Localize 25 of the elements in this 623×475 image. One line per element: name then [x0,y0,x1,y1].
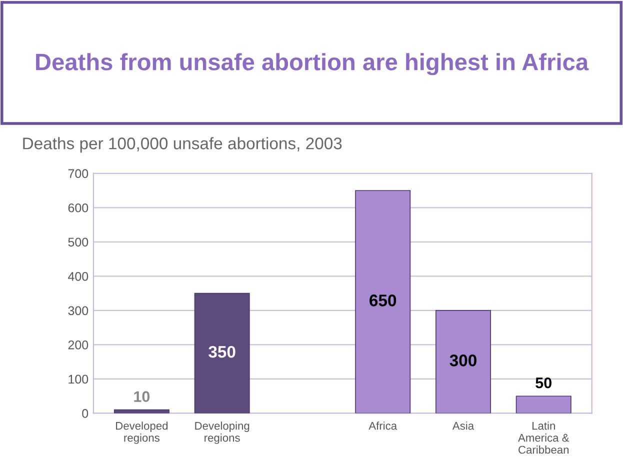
data-label: 350 [208,346,236,358]
chart-title: Deaths from unsafe abortion are highest in Africa [36,53,589,76]
data-label: 10 [134,391,150,402]
x-tick-label: Africa [368,422,398,430]
x-tick-label: Developed regions [116,422,168,444]
y-tick-label: 0 [82,409,88,418]
bar [516,396,572,414]
y-tick-label: 500 [68,238,88,247]
y-tick-label: 200 [68,340,88,350]
bar [355,190,411,414]
y-tick-label: 400 [68,272,88,281]
x-tick-label: Developing regions [195,422,250,444]
bar [114,409,170,414]
bar [194,292,250,414]
y-tick-label: 600 [68,203,88,212]
y-tick-label: 300 [68,306,88,316]
y-tick-label: 700 [68,169,88,178]
chart-subtitle: Deaths per 100,000 unsafe abortions, 2003 [23,137,342,153]
x-tick-label: Asia [452,422,474,430]
bar [435,310,491,414]
x-tick-label: Latin America & Caribbean [518,422,570,454]
data-label: 650 [370,294,396,306]
y-tick-label: 100 [68,374,88,384]
data-label: 50 [536,377,552,388]
data-label: 300 [450,354,476,366]
